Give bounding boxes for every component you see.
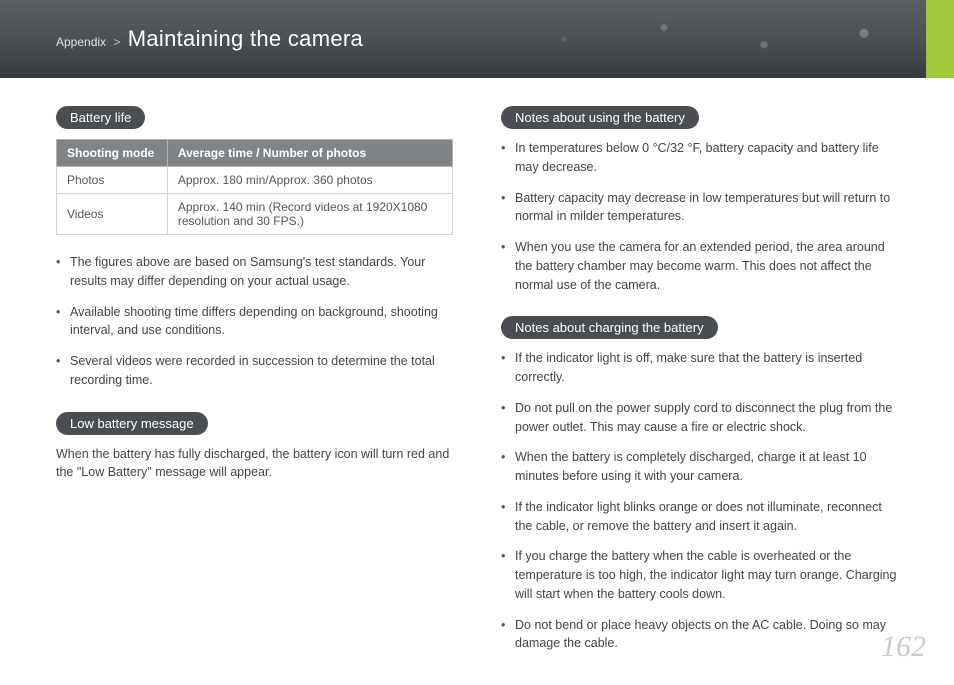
charging-battery-list: If the indicator light is off, make sure…: [501, 349, 898, 653]
heading-charging-battery: Notes about charging the battery: [501, 316, 718, 339]
list-item: Several videos were recorded in successi…: [56, 352, 453, 390]
battery-life-table: Shooting mode Average time / Number of p…: [56, 139, 453, 235]
page-header: Appendix > Maintaining the camera: [0, 0, 954, 78]
left-column: Battery life Shooting mode Average time …: [56, 106, 453, 665]
heading-battery-life: Battery life: [56, 106, 145, 129]
right-column: Notes about using the battery In tempera…: [501, 106, 898, 665]
list-item: When you use the camera for an extended …: [501, 238, 898, 294]
heading-low-battery: Low battery message: [56, 412, 208, 435]
battery-life-notes: The figures above are based on Samsung's…: [56, 253, 453, 390]
list-item: If the indicator light is off, make sure…: [501, 349, 898, 387]
list-item: Battery capacity may decrease in low tem…: [501, 189, 898, 227]
list-item: Do not bend or place heavy objects on th…: [501, 616, 898, 654]
list-item: If you charge the battery when the cable…: [501, 547, 898, 603]
table-row: Videos Approx. 140 min (Record videos at…: [57, 194, 453, 235]
side-tab: [926, 0, 954, 78]
table-row: Photos Approx. 180 min/Approx. 360 photo…: [57, 167, 453, 194]
list-item: If the indicator light blinks orange or …: [501, 498, 898, 536]
table-cell: Approx. 140 min (Record videos at 1920X1…: [167, 194, 452, 235]
breadcrumb: Appendix > Maintaining the camera: [56, 26, 363, 52]
breadcrumb-prefix: Appendix: [56, 35, 106, 49]
list-item: Available shooting time differs dependin…: [56, 303, 453, 341]
table-header-mode: Shooting mode: [57, 140, 168, 167]
table-header-avg: Average time / Number of photos: [167, 140, 452, 167]
table-cell: Photos: [57, 167, 168, 194]
list-item: The figures above are based on Samsung's…: [56, 253, 453, 291]
page-title: Maintaining the camera: [128, 26, 363, 51]
content-area: Battery life Shooting mode Average time …: [0, 78, 954, 685]
list-item: Do not pull on the power supply cord to …: [501, 399, 898, 437]
table-cell: Approx. 180 min/Approx. 360 photos: [167, 167, 452, 194]
heading-using-battery: Notes about using the battery: [501, 106, 699, 129]
breadcrumb-separator: >: [113, 35, 120, 49]
list-item: In temperatures below 0 °C/32 °F, batter…: [501, 139, 898, 177]
page-number: 162: [881, 630, 926, 664]
list-item: When the battery is completely discharge…: [501, 448, 898, 486]
using-battery-list: In temperatures below 0 °C/32 °F, batter…: [501, 139, 898, 294]
low-battery-text: When the battery has fully discharged, t…: [56, 445, 453, 483]
table-cell: Videos: [57, 194, 168, 235]
